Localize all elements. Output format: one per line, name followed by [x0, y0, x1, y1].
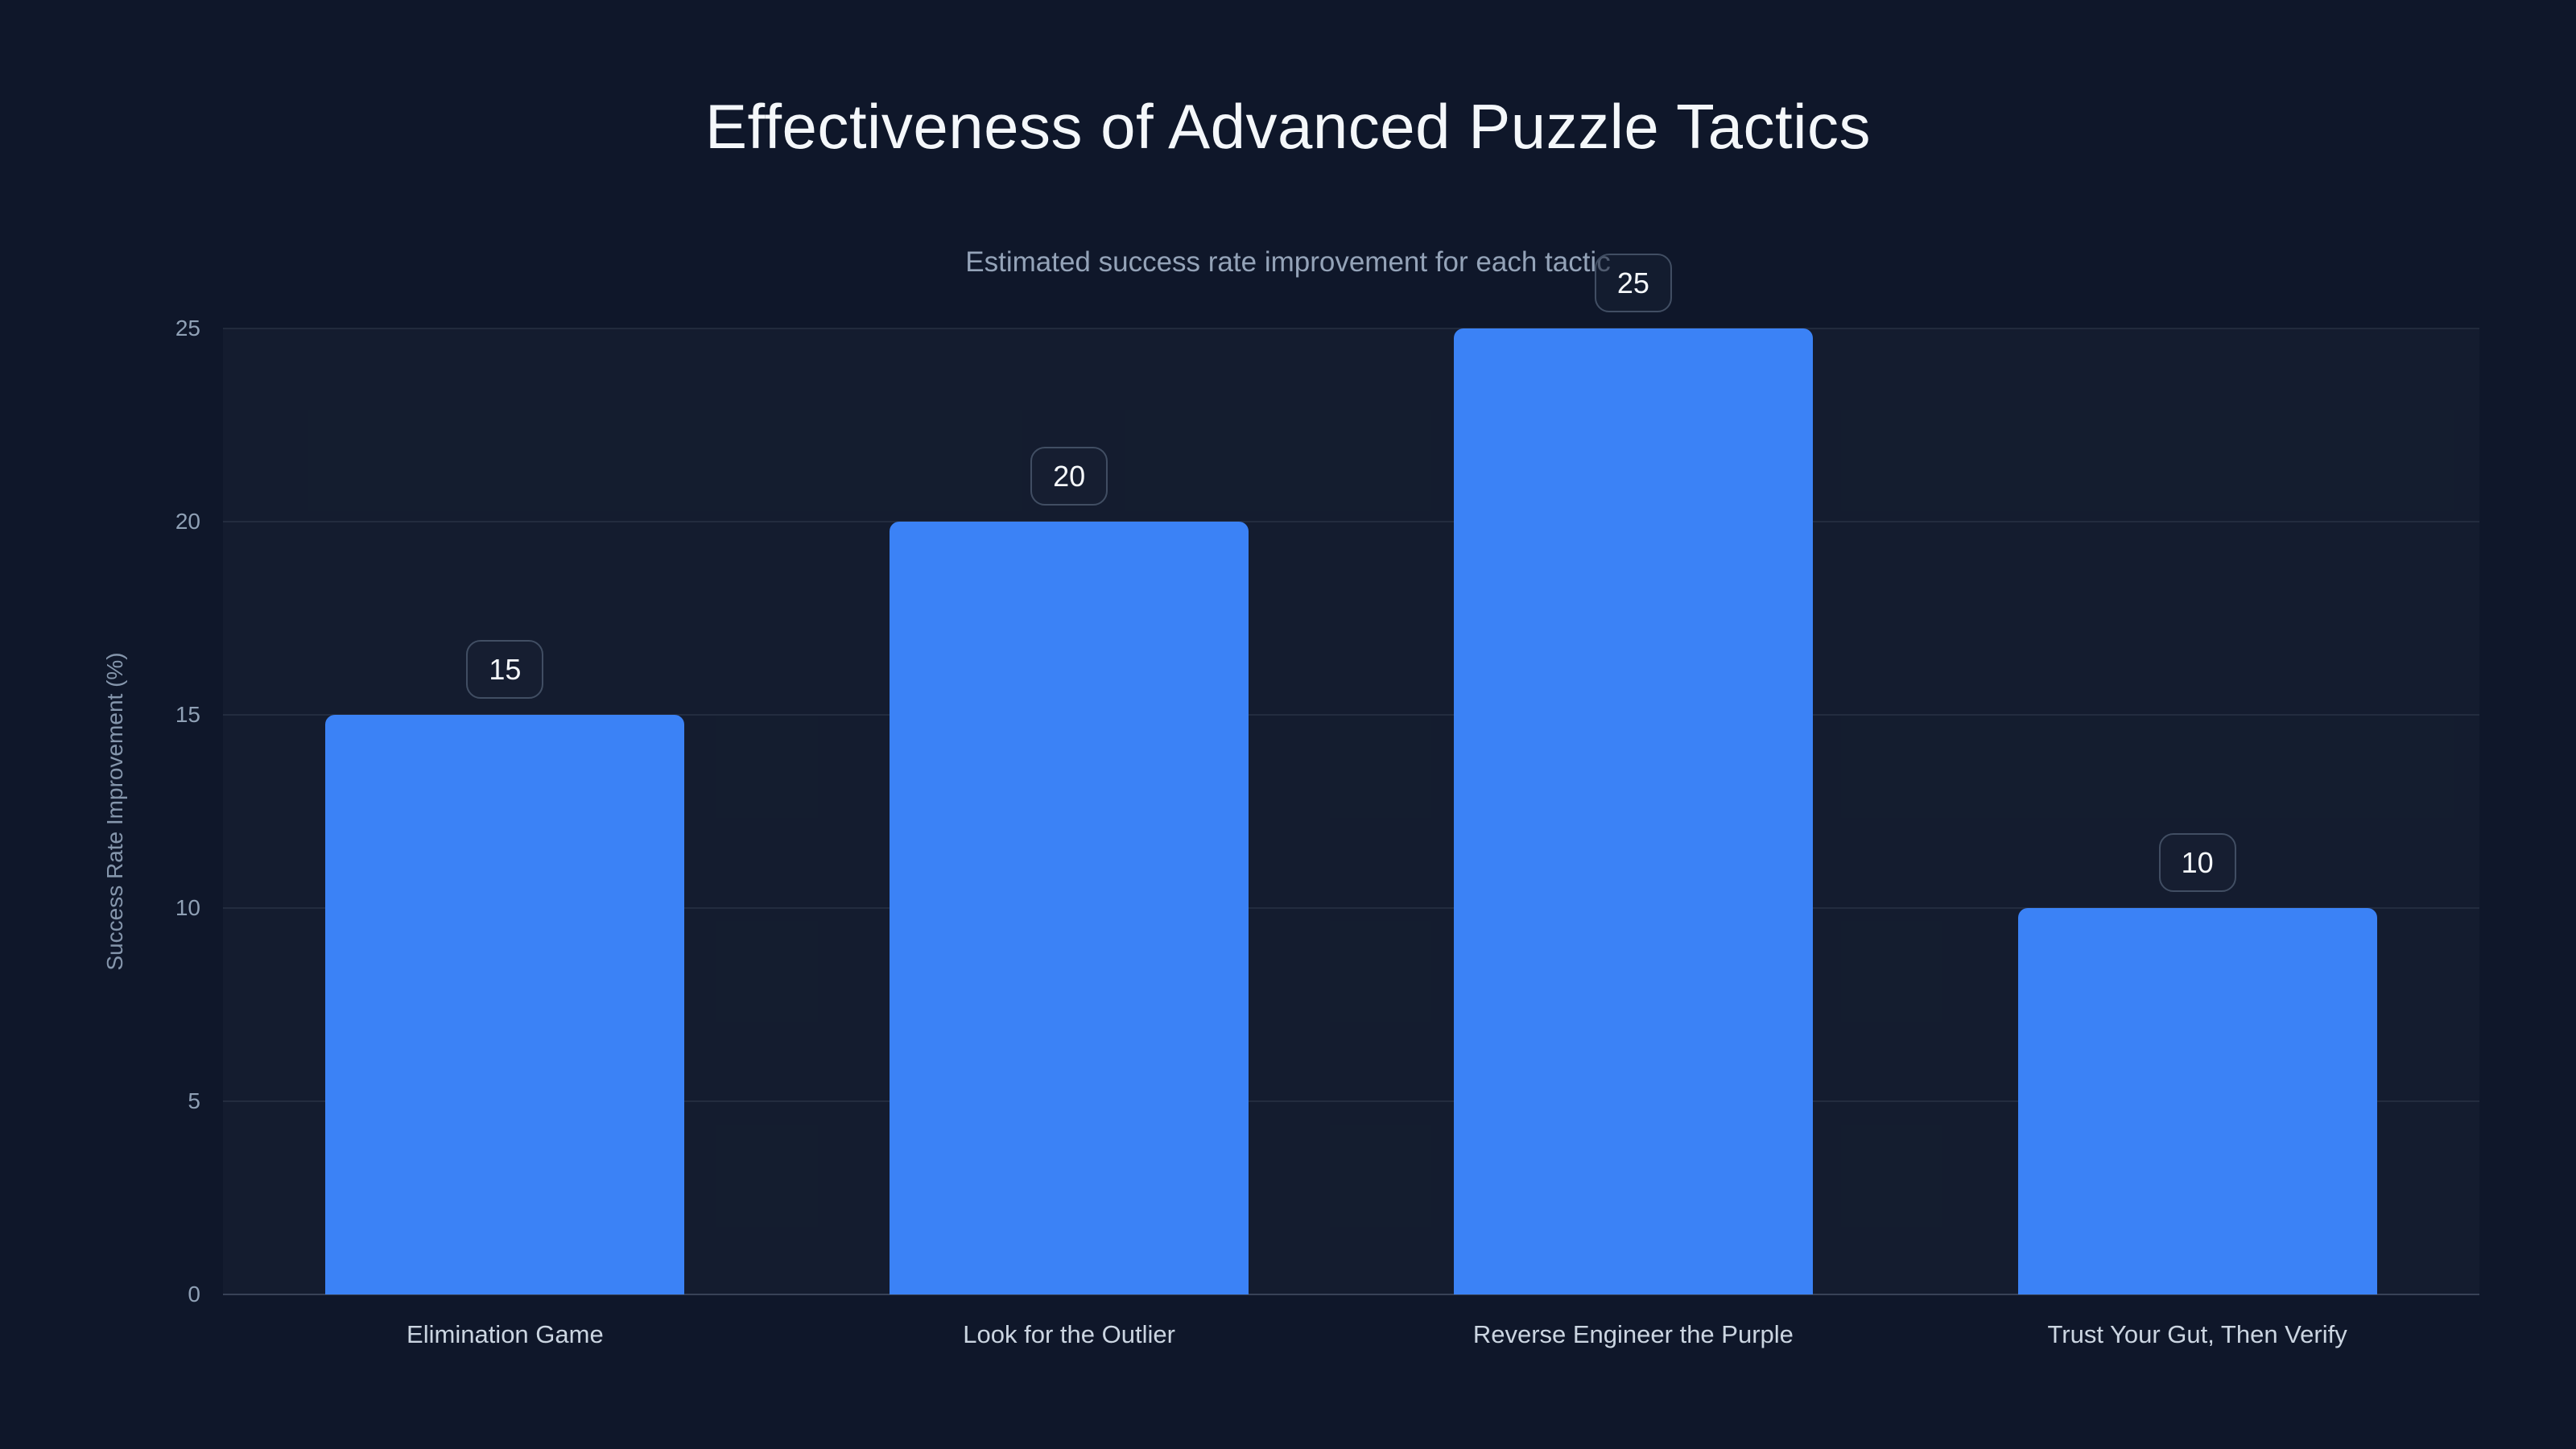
- value-badge-2: 20: [1030, 447, 1108, 506]
- y-tick-label-15: 15: [175, 702, 200, 727]
- value-badge-4: 10: [2158, 833, 2236, 892]
- category-label-3: Reverse Engineer the Purple: [1472, 1320, 1794, 1348]
- chart-subtitle: Estimated success rate improvement for e…: [965, 246, 1611, 278]
- value-badge-1: 15: [466, 640, 544, 699]
- gridline-y-15: [223, 714, 2479, 716]
- value-badge-3: 25: [1594, 254, 1672, 312]
- y-tick-label-20: 20: [175, 509, 200, 534]
- category-label-1: Elimination Game: [407, 1320, 604, 1348]
- y-axis-title: Success Rate Improvement (%): [102, 652, 127, 971]
- gridline-y-20: [223, 521, 2479, 522]
- y-tick-label-0: 0: [188, 1282, 200, 1307]
- bar-1: [325, 715, 685, 1294]
- gridline-y-0: [223, 1294, 2479, 1295]
- y-tick-label-25: 25: [175, 316, 200, 341]
- bar-4: [2017, 908, 2377, 1294]
- gridline-y-25: [223, 328, 2479, 329]
- bar-3: [1453, 328, 1813, 1294]
- y-tick-label-10: 10: [175, 895, 200, 920]
- category-label-2: Look for the Outlier: [963, 1320, 1175, 1348]
- bar-2: [890, 522, 1249, 1294]
- gridline-y-5: [223, 1100, 2479, 1102]
- category-label-4: Trust Your Gut, Then Verify: [2047, 1320, 2347, 1348]
- gridline-y-10: [223, 907, 2479, 909]
- y-tick-label-5: 5: [188, 1088, 200, 1113]
- chart-title: Effectiveness of Advanced Puzzle Tactics: [705, 91, 1871, 162]
